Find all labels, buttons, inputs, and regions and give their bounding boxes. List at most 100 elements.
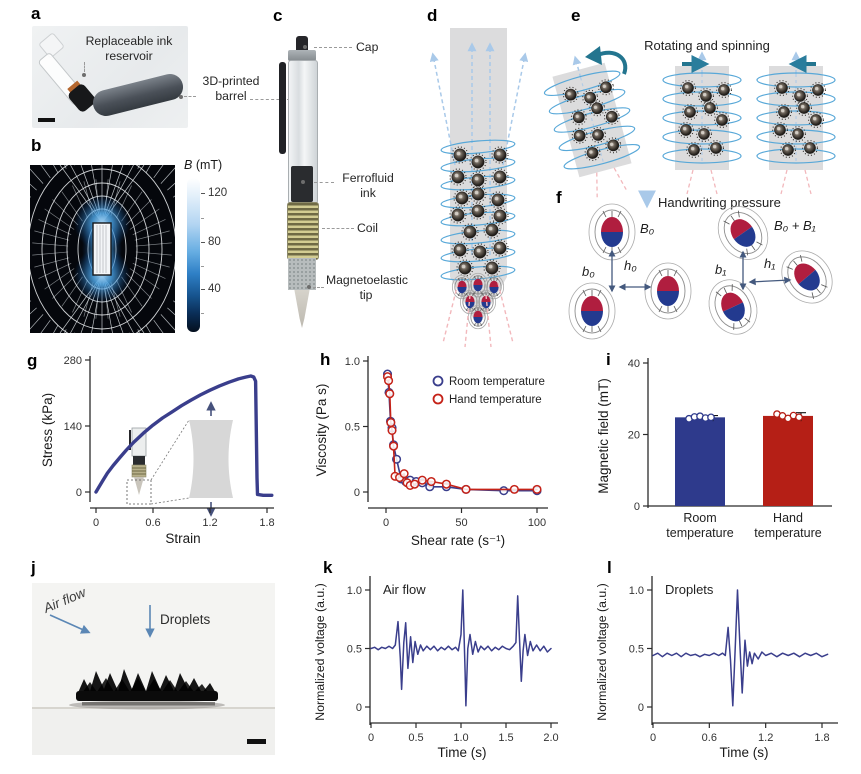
- dipole-icon: [568, 282, 616, 340]
- x-tick-label: 0.6: [145, 517, 160, 529]
- magnetic-particle-icon: [493, 170, 507, 184]
- panel-label-b: b: [31, 136, 42, 155]
- pen-magnetoelastic-tip: [294, 290, 310, 328]
- field-line: [38, 263, 72, 279]
- particle-spikes: [469, 153, 487, 171]
- y-tick-label: 1.0: [347, 585, 362, 597]
- particle-spikes: [582, 89, 599, 106]
- magnetic-particle-icon: [600, 81, 612, 94]
- particle-spikes: [562, 86, 579, 103]
- x-tick-label: 1.8: [814, 732, 829, 744]
- x-axis-label: Time (s): [720, 745, 769, 760]
- field-line: [40, 319, 51, 333]
- label-h1: h₁: [764, 256, 775, 271]
- x-tick-label: 0: [368, 732, 374, 744]
- dipole-icon: [467, 272, 489, 298]
- dipole-icon: [467, 304, 489, 330]
- label-b0: b₀: [582, 264, 595, 279]
- series-marker: [509, 484, 519, 494]
- field-line: [153, 165, 164, 179]
- field-line: [145, 325, 151, 333]
- field-line: [30, 168, 44, 184]
- label-ink-line2: ink: [360, 185, 376, 200]
- field-line: [53, 325, 59, 333]
- field-line: [52, 272, 79, 299]
- magnetic-particle-icon: [493, 209, 507, 223]
- series-marker: [386, 418, 396, 428]
- colorbar-tick-120: 120: [208, 187, 228, 199]
- coil-ring-icon: [563, 143, 641, 170]
- particle-spikes: [790, 126, 806, 142]
- magnetic-particle-icon: [776, 82, 788, 94]
- label-droplets: Droplets: [160, 612, 211, 627]
- field-line: [167, 307, 175, 316]
- coil-ring-icon: [756, 148, 836, 164]
- magnetic-particle-icon: [493, 241, 507, 255]
- field-line: [132, 219, 166, 235]
- label-cap: Cap: [356, 40, 379, 54]
- panel-label-h: h: [320, 350, 331, 369]
- dipole-icon: [588, 203, 636, 261]
- pen-ferrofluid-ink: [291, 166, 313, 202]
- field-line: [53, 165, 59, 173]
- magnetic-particle-icon: [592, 129, 604, 141]
- legend-marker: [432, 393, 444, 405]
- x-axis-label: Time (s): [438, 745, 487, 760]
- field-line: [30, 307, 37, 315]
- field-line: [153, 319, 164, 333]
- label-B0: B₀: [640, 221, 655, 236]
- field-line: [34, 230, 70, 241]
- printed-barrel-shape: [90, 71, 186, 119]
- magnetic-particle-icon: [812, 84, 824, 96]
- particle-spikes: [570, 109, 587, 126]
- magnetic-particle-icon: [688, 144, 700, 156]
- field-return-line: [485, 294, 492, 348]
- field-line: [135, 242, 172, 247]
- particle-spikes: [471, 243, 489, 261]
- y-axis-label: Normalized voltage (a.u.): [313, 583, 327, 720]
- field-line: [30, 183, 37, 191]
- magnetic-particle-icon: [586, 147, 599, 159]
- x-axis-label: Strain: [165, 531, 200, 546]
- leader-ink-dot: [301, 180, 305, 184]
- colorbar: [187, 178, 200, 332]
- field-line: [145, 165, 151, 173]
- particle-spikes: [449, 206, 467, 224]
- label-reservoir-line1: Replaceable ink: [85, 34, 173, 48]
- particle-spikes: [682, 104, 698, 120]
- y-tick-label: 0.5: [345, 421, 360, 433]
- particle-spikes: [451, 146, 469, 164]
- particle-spikes: [491, 207, 509, 225]
- panel-label-l: l: [607, 558, 612, 577]
- tension-specimen-shape: [189, 420, 233, 498]
- label-reservoir-line2: reservoir: [105, 48, 153, 63]
- series-line: [386, 373, 538, 492]
- coil-ring-icon: [662, 110, 742, 126]
- field-arrow-icon: [502, 52, 529, 166]
- panel-label-c: c: [273, 6, 283, 25]
- leader-barrel-left-dot: [179, 95, 183, 99]
- y-tick-label: 0.5: [347, 643, 362, 655]
- series-marker: [387, 425, 397, 435]
- series-marker: [499, 486, 509, 496]
- series-marker: [399, 469, 409, 479]
- x-tick-label: 1.0: [453, 732, 468, 744]
- magnetic-particle-icon: [453, 243, 467, 257]
- x-tick-label: 0: [93, 517, 99, 529]
- rotating-spinning-schematic: Rotating and spinning: [543, 38, 836, 198]
- magnetic-particle-icon: [792, 128, 804, 140]
- particle-spikes: [696, 126, 712, 142]
- magnetic-particle-icon: [798, 102, 810, 114]
- y-tick-label: 0: [634, 501, 640, 513]
- field-line: [129, 208, 160, 230]
- bar-category-label: Room temperature: [666, 511, 733, 540]
- magnetic-particle-icon: [682, 82, 694, 94]
- label-h0: h₀: [624, 258, 637, 273]
- particle-spikes: [451, 241, 469, 259]
- magnetic-particle-icon: [573, 111, 585, 124]
- y-tick-label: 0: [76, 487, 82, 499]
- leader-barrel-left: [184, 96, 196, 97]
- field-line: [44, 268, 75, 290]
- magnetic-particle-icon: [451, 208, 465, 222]
- series-marker: [532, 484, 542, 494]
